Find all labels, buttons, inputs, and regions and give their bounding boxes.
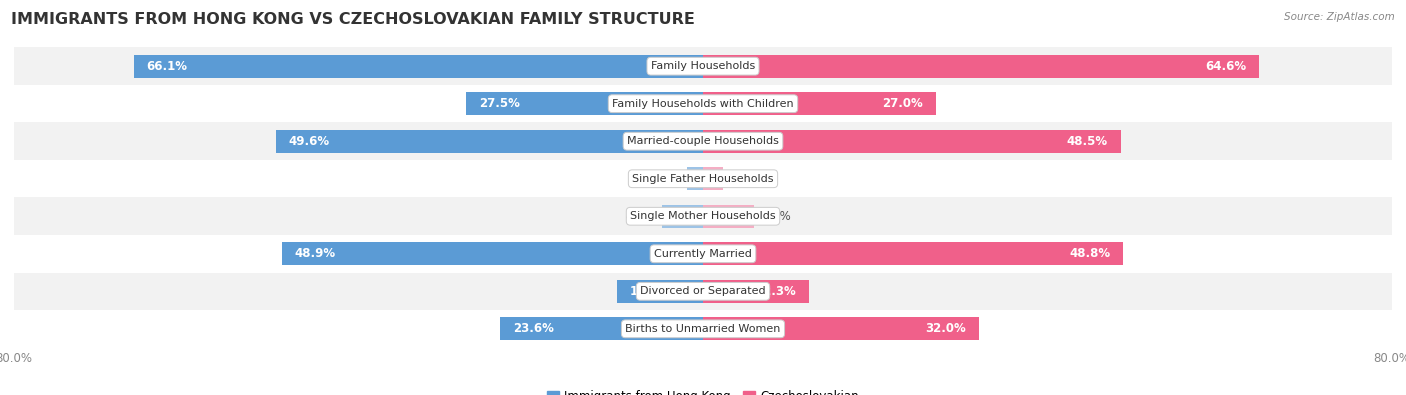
Text: 10.0%: 10.0% — [630, 285, 671, 298]
Bar — [703, 167, 723, 190]
Bar — [134, 55, 703, 78]
Bar — [703, 130, 1121, 153]
Bar — [14, 122, 1392, 160]
Bar — [14, 198, 1392, 235]
Text: 5.9%: 5.9% — [761, 210, 790, 223]
Text: 1.8%: 1.8% — [651, 172, 681, 185]
Bar — [276, 130, 703, 153]
Text: 2.3%: 2.3% — [730, 172, 759, 185]
Bar — [703, 317, 979, 340]
Bar — [14, 273, 1392, 310]
Text: Married-couple Households: Married-couple Households — [627, 136, 779, 146]
Text: Family Households: Family Households — [651, 61, 755, 71]
Text: Divorced or Separated: Divorced or Separated — [640, 286, 766, 296]
Bar — [499, 317, 703, 340]
Bar — [14, 235, 1392, 273]
Text: 27.0%: 27.0% — [882, 97, 922, 110]
Bar — [688, 167, 703, 190]
Text: Currently Married: Currently Married — [654, 249, 752, 259]
Text: 48.8%: 48.8% — [1069, 247, 1111, 260]
Text: 4.8%: 4.8% — [626, 210, 655, 223]
Text: 27.5%: 27.5% — [479, 97, 520, 110]
Text: Births to Unmarried Women: Births to Unmarried Women — [626, 324, 780, 334]
Text: Source: ZipAtlas.com: Source: ZipAtlas.com — [1284, 12, 1395, 22]
Text: Family Households with Children: Family Households with Children — [612, 99, 794, 109]
Text: 48.5%: 48.5% — [1067, 135, 1108, 148]
Text: IMMIGRANTS FROM HONG KONG VS CZECHOSLOVAKIAN FAMILY STRUCTURE: IMMIGRANTS FROM HONG KONG VS CZECHOSLOVA… — [11, 12, 695, 27]
Text: Single Father Households: Single Father Households — [633, 174, 773, 184]
Bar — [703, 242, 1123, 265]
Bar — [617, 280, 703, 303]
Text: 23.6%: 23.6% — [513, 322, 554, 335]
Text: 49.6%: 49.6% — [288, 135, 330, 148]
Bar — [14, 160, 1392, 198]
Bar — [14, 85, 1392, 122]
Text: 48.9%: 48.9% — [295, 247, 336, 260]
Bar — [467, 92, 703, 115]
Text: 32.0%: 32.0% — [925, 322, 966, 335]
Bar — [703, 205, 754, 228]
Text: 64.6%: 64.6% — [1205, 60, 1246, 73]
Bar — [281, 242, 703, 265]
Text: 66.1%: 66.1% — [146, 60, 187, 73]
Bar — [14, 47, 1392, 85]
Text: Single Mother Households: Single Mother Households — [630, 211, 776, 221]
Bar — [703, 55, 1260, 78]
Bar — [703, 92, 935, 115]
Legend: Immigrants from Hong Kong, Czechoslovakian: Immigrants from Hong Kong, Czechoslovaki… — [543, 385, 863, 395]
Text: 12.3%: 12.3% — [755, 285, 796, 298]
Bar — [703, 280, 808, 303]
Bar — [662, 205, 703, 228]
Bar — [14, 310, 1392, 348]
